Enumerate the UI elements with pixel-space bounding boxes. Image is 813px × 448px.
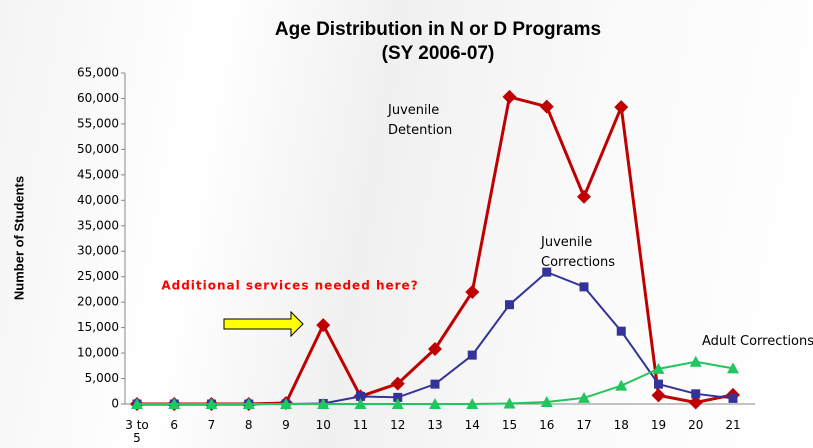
y-tick-label: 65,000 [77,66,119,80]
marker [428,342,442,357]
x-tick-label: 10 [315,418,331,432]
x-tick-label: 15 [501,418,518,432]
y-tick-label: 55,000 [77,116,119,130]
chart-title: Age Distribution in N or D Programs [275,19,601,40]
x-tick-label: 16 [539,418,555,432]
marker [393,392,403,402]
marker [727,362,739,374]
marker [467,350,477,360]
marker [429,398,441,409]
annotation: Additional services needed here? [161,279,418,293]
marker [316,318,331,333]
arrow [223,310,304,338]
y-tick-label: 35,000 [77,218,119,232]
y-tick-label: 50,000 [77,142,119,156]
x-tick-label: 18 [613,418,629,432]
series-label: Juvenile Corrections [541,235,616,270]
marker [615,379,628,391]
marker [502,89,517,104]
marker [654,379,663,389]
x-tick-label: 20 [688,418,704,432]
marker [205,398,218,409]
chart-subtitle: (SY 2006-07) [382,43,495,64]
marker [465,284,480,299]
marker [728,393,738,403]
marker [466,398,479,409]
y-tick-label: 5,000 [85,371,119,385]
marker [688,395,703,410]
y-tick-label: 25,000 [77,269,119,283]
marker [391,398,404,409]
marker [354,398,367,409]
x-tick-label: 13 [427,418,443,432]
y-tick-label: 10,000 [77,346,119,360]
x-tick-label: 9 [282,418,290,432]
series-label: Juvenile Detention [388,103,453,138]
marker [691,389,701,399]
x-tick-label: 21 [725,418,741,432]
y-tick-label: 20,000 [77,295,119,309]
marker [430,379,440,389]
marker [505,300,514,310]
marker [616,326,626,336]
marker [651,388,666,403]
marker [689,355,702,367]
x-tick-label: 14 [464,418,480,432]
x-tick-label: 17 [576,418,592,432]
marker [503,397,516,409]
y-tick-label: 30,000 [77,244,119,258]
marker [390,376,405,391]
x-tick-label: 11 [352,418,369,432]
y-axis-label: Number of Students [11,176,26,300]
x-tick-label: 8 [244,418,253,432]
marker [131,398,143,409]
marker [242,398,255,409]
marker [540,395,553,407]
series-line [137,95,734,406]
marker [577,189,591,204]
y-tick-label: 15,000 [77,320,119,334]
marker [317,398,330,409]
x-tick-label: 12 [390,418,406,432]
marker [614,100,629,115]
y-tick-label: 45,000 [77,167,119,181]
y-tick-label: 60,000 [77,91,119,105]
y-tick-label: 0 [111,397,119,411]
marker [280,398,292,409]
x-tick-label: 3 to 5 [125,418,149,445]
marker [168,398,181,409]
series-label: Adult Corrections [702,334,813,349]
y-tick-label: 40,000 [77,193,119,207]
x-tick-label: 19 [650,418,667,432]
marker [356,391,365,401]
marker [542,267,552,277]
marker [578,391,590,403]
marker [652,362,665,374]
x-tick-label: 6 [170,418,179,432]
marker [579,282,589,292]
marker [539,99,554,114]
x-tick-label: 7 [207,418,216,432]
